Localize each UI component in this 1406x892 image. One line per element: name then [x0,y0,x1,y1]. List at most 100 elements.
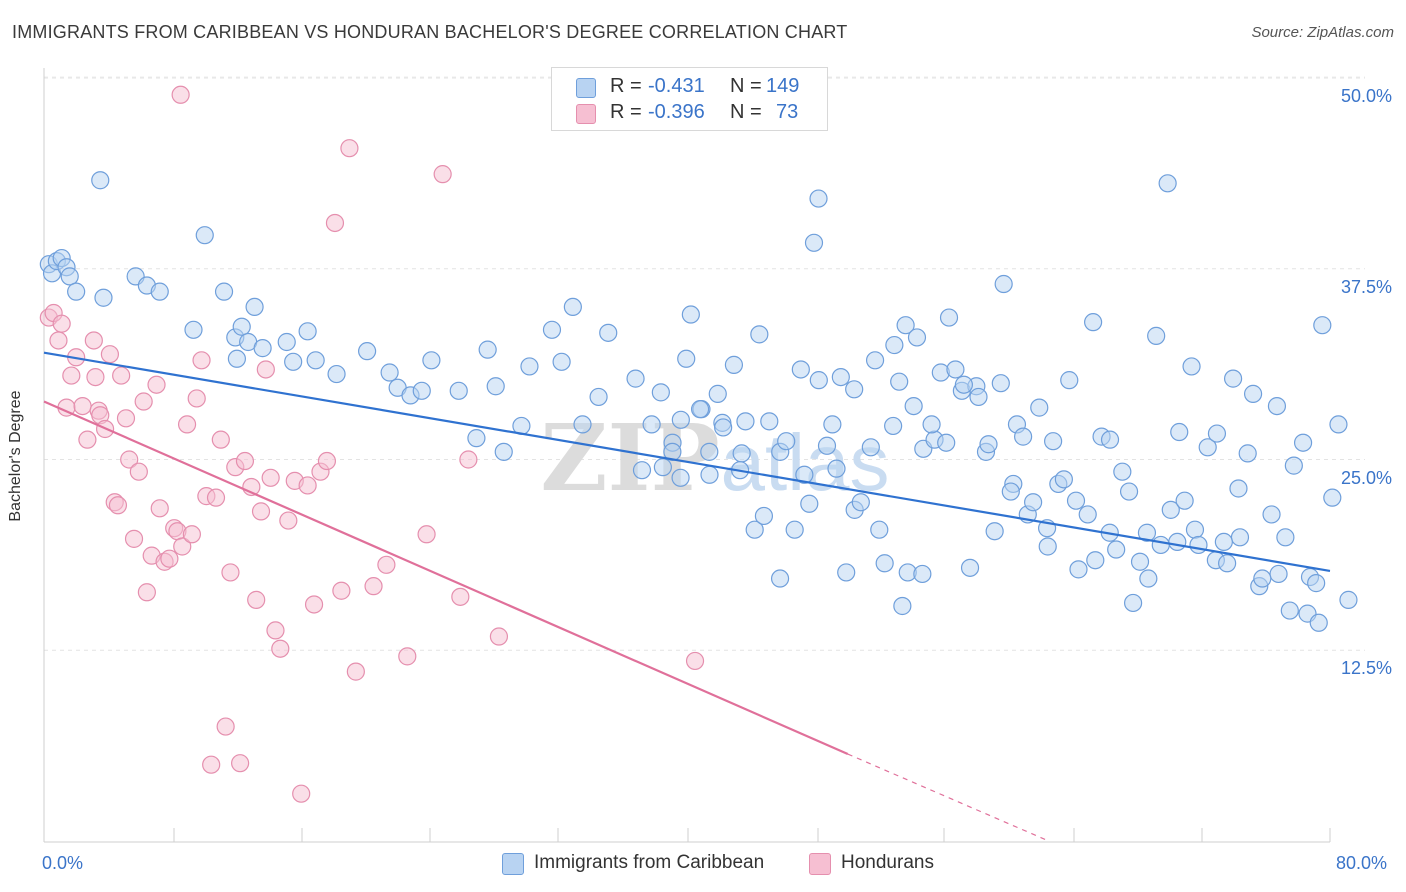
point-1-22 [134,392,153,411]
point-0-98 [681,305,700,324]
honduran-n-label: N = [730,101,762,123]
point-0-108 [760,412,779,431]
point-0-58 [804,233,824,252]
point-1-56 [304,595,324,614]
point-1-8 [78,430,97,449]
point-1-18 [116,409,136,428]
point-0-120 [851,493,870,512]
point-1-19 [120,450,139,469]
point-0-82 [1139,569,1158,588]
point-0-31 [422,351,441,370]
point-1-59 [325,213,345,233]
point-0-176 [1284,456,1303,475]
point-1-51 [271,639,290,658]
point-0-61 [845,380,864,399]
point-0-128 [913,564,932,584]
point-1-39 [211,430,230,449]
point-0-135 [969,387,988,407]
point-1-71 [171,85,190,104]
point-0-84 [1168,532,1187,552]
point-0-114 [809,189,828,208]
point-0-167 [1214,532,1233,552]
legend-swatch-caribbean [502,853,524,875]
trend-line-hondurans [43,400,849,756]
point-1-68 [451,587,470,606]
axes [43,68,1331,843]
point-0-155 [1124,593,1143,613]
watermark: ZIP atlas [540,404,889,512]
point-0-164 [1189,535,1208,555]
y-tick-label-1: 37.5% [1340,276,1392,297]
point-0-141 [1014,427,1033,446]
point-1-32 [177,415,197,434]
point-0-136 [979,435,998,454]
point-0-109 [770,569,790,588]
chart-title: IMMIGRANTS FROM CARIBBEAN VS HONDURAN BA… [12,22,848,42]
point-0-5 [60,267,79,286]
watermark-zip: ZIP [540,404,719,512]
point-0-99 [690,400,710,419]
point-1-50 [266,621,285,640]
point-0-25 [327,364,346,384]
point-1-20 [124,529,144,548]
point-0-13 [195,226,214,245]
point-0-153 [1107,540,1126,559]
point-0-7 [67,282,86,301]
point-0-158 [1147,326,1166,345]
point-1-21 [129,462,148,481]
point-0-16 [227,349,246,368]
point-0-180 [1313,316,1332,335]
point-0-111 [785,520,804,539]
point-1-33 [182,525,201,544]
point-0-115 [817,436,837,455]
point-0-101 [708,384,727,403]
point-0-175 [1276,528,1295,547]
point-0-85 [1185,520,1205,539]
point-1-48 [256,360,275,379]
point-0-38 [520,357,539,376]
point-0-179 [1307,574,1326,593]
point-1-40 [216,717,235,736]
caribbean-swatch [576,78,596,98]
point-0-44 [599,323,618,342]
point-1-34 [187,389,206,408]
point-0-66 [904,396,923,416]
point-0-22 [284,352,303,371]
point-0-14 [214,282,234,301]
point-0-113 [800,494,819,513]
point-1-26 [150,499,169,518]
point-0-134 [960,558,980,577]
point-0-54 [732,444,751,463]
point-0-62 [865,351,885,370]
point-0-43 [589,387,608,407]
point-0-52 [700,465,719,484]
point-0-132 [946,360,965,379]
point-0-146 [1054,470,1073,489]
point-0-103 [724,355,744,374]
point-0-87 [1218,554,1237,573]
point-1-46 [247,590,266,609]
point-1-66 [417,525,436,544]
honduran-r-label: R = [610,101,642,123]
point-1-35 [192,351,211,370]
point-0-172 [1253,569,1272,588]
point-1-58 [317,451,337,471]
point-0-90 [1269,564,1288,584]
legend-label-caribbean: Immigrants from Caribbean [534,852,765,873]
trend-line-hondurans-extension [847,753,1049,842]
point-0-161 [1170,422,1189,442]
point-1-70 [685,651,705,671]
point-0-162 [1175,491,1194,510]
point-0-36 [494,442,513,461]
point-0-88 [1230,528,1250,547]
point-1-62 [346,662,365,681]
point-0-173 [1262,505,1281,524]
point-0-41 [563,297,582,316]
trend-lines [43,351,1331,842]
point-1-54 [292,784,311,803]
point-1-16 [108,496,128,515]
point-0-35 [486,377,505,396]
point-0-64 [890,372,909,391]
caribbean-n-label: N = [730,75,762,97]
point-0-30 [412,381,431,400]
